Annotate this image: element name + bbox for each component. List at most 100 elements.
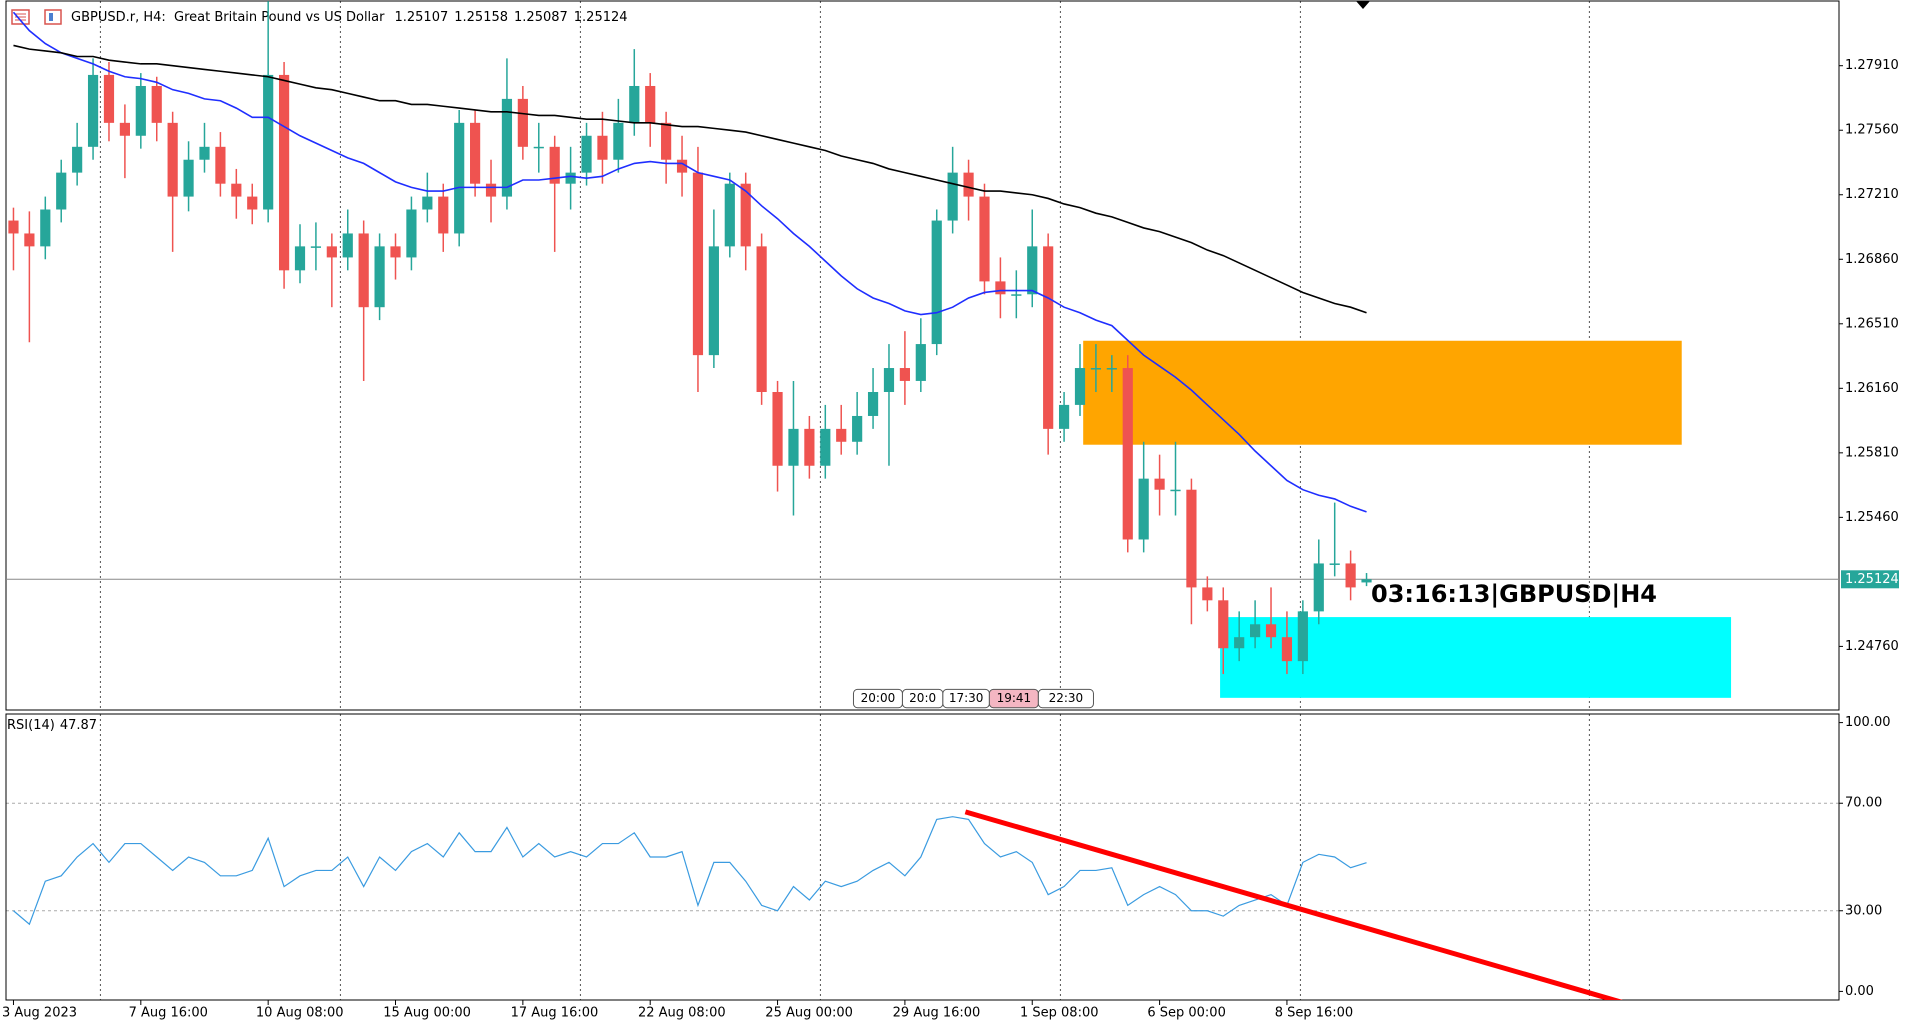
price-plot: [6, 1, 1839, 698]
x-tick-label: 22 Aug 08:00: [638, 1006, 726, 1021]
countdown-annotation: 03:16:13|GBPUSD|H4: [1371, 580, 1657, 608]
candle-body: [72, 146, 83, 173]
candle-body: [167, 122, 178, 197]
candle-body: [740, 183, 751, 247]
candle-body: [820, 428, 831, 466]
candle-body: [454, 122, 465, 234]
rsi-value: 47.87: [60, 718, 97, 733]
header-close: 1.25124: [574, 10, 628, 25]
candle-body: [692, 172, 704, 356]
candle-body: [1122, 368, 1133, 540]
candle-body: [151, 85, 162, 123]
header-low: 1.25087: [514, 10, 568, 25]
price-zone: [1083, 340, 1682, 445]
candle-body: [772, 392, 783, 466]
candle-body: [358, 233, 369, 308]
candle-body: [1058, 404, 1070, 429]
candle-body: [103, 74, 115, 123]
candle-body: [1218, 600, 1229, 649]
current-price-label: 1.25124: [1845, 572, 1899, 587]
time-marker: 19:41: [997, 691, 1032, 705]
candle-body: [406, 209, 417, 258]
candle-body: [278, 74, 290, 271]
candle-body: [263, 74, 274, 210]
candle-body: [501, 98, 513, 197]
candle-body: [804, 428, 815, 466]
symbol-title: GBPUSD.r, H4: Great Britain Pound vs US …: [71, 10, 385, 25]
candle-body: [883, 368, 895, 393]
rsi-title: RSI(14): [7, 718, 55, 733]
candle-body: [1011, 294, 1022, 296]
candle-body: [931, 220, 942, 345]
candle-body: [947, 172, 958, 221]
candle-body: [979, 196, 990, 282]
candle-body: [374, 246, 385, 308]
candle-body: [661, 122, 672, 160]
candle-body: [119, 122, 130, 136]
header-open: 1.25107: [394, 10, 448, 25]
candle-body: [326, 246, 337, 258]
candle-body: [135, 85, 146, 136]
candle-body: [995, 281, 1006, 295]
candle-body: [1250, 624, 1261, 638]
price-zone: [1220, 617, 1732, 698]
candle-body: [1027, 246, 1038, 295]
x-tick-label: 25 Aug 00:00: [765, 1006, 853, 1021]
moving-average: [12, 11, 1367, 513]
candle-body: [1297, 611, 1308, 662]
header-icons: [11, 9, 62, 25]
x-tick-label: 3 Aug 2023: [2, 1006, 77, 1021]
candle-body: [597, 135, 608, 160]
candle-body: [1265, 624, 1277, 638]
x-tick-label: 7 Aug 16:00: [129, 1006, 208, 1021]
time-marker: 22:30: [1049, 691, 1084, 705]
time-marker: 20:0: [909, 691, 936, 705]
y-tick-label: 1.27210: [1845, 187, 1899, 202]
candle-body: [40, 209, 51, 247]
rsi-plot: [13, 809, 1623, 1000]
candle-body: [915, 344, 926, 381]
background-layer: [6, 1, 1839, 1000]
chart-icon-bar: [49, 13, 53, 21]
x-tick-label: 29 Aug 16:00: [893, 1006, 981, 1021]
candle-body: [342, 233, 353, 258]
y-tick-label: 1.26860: [1845, 252, 1899, 267]
candle-body: [1234, 637, 1245, 649]
trendline: [964, 809, 1623, 1000]
moving-average: [13, 44, 1367, 314]
candle-body: [1345, 563, 1356, 588]
candle-body: [1090, 368, 1102, 370]
y-tick-label: 30.00: [1845, 903, 1882, 918]
candle-body: [756, 246, 767, 393]
candle-body: [708, 246, 719, 356]
candle-body: [24, 233, 35, 247]
candle-body: [1106, 368, 1117, 370]
candle-body: [215, 146, 226, 184]
y-tick-label: 1.25460: [1845, 510, 1899, 525]
shift-marker[interactable]: [1356, 1, 1370, 9]
candle-body: [294, 246, 306, 271]
candle-body: [724, 183, 735, 247]
x-tick-label: 6 Sep 00:00: [1147, 1006, 1226, 1021]
x-tick-label: 17 Aug 16:00: [511, 1006, 599, 1021]
x-tick-label: 15 Aug 00:00: [383, 1006, 471, 1021]
candle-body: [533, 146, 544, 149]
candle-body: [183, 159, 194, 197]
candle-body: [517, 98, 528, 147]
candle-body: [485, 183, 497, 197]
candle-body: [310, 246, 322, 248]
y-tick-label: 70.00: [1845, 796, 1882, 811]
x-tick-label: 10 Aug 08:00: [256, 1006, 344, 1021]
candle-body: [1281, 637, 1293, 662]
candle-body: [231, 183, 242, 197]
y-tick-label: 1.26160: [1845, 381, 1899, 396]
y-tick-label: 1.26510: [1845, 316, 1899, 331]
candle-body: [8, 220, 19, 234]
candle-body: [247, 196, 258, 210]
x-tick-label: 1 Sep 08:00: [1020, 1006, 1099, 1021]
candle-body: [613, 122, 624, 160]
candle-body: [867, 392, 879, 416]
candle-body: [788, 428, 799, 466]
candle-body: [549, 146, 560, 184]
